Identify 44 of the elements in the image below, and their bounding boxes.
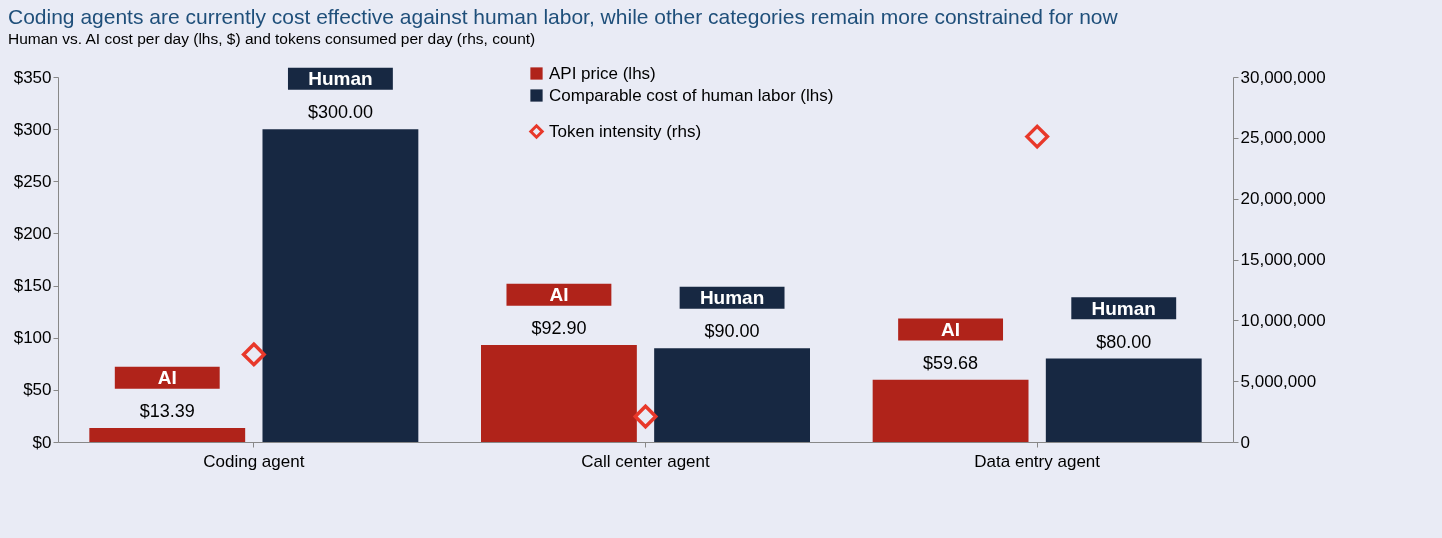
point <box>633 404 658 429</box>
data-label: $300.00 <box>307 102 373 123</box>
x-tick-label: Coding agent <box>203 451 305 471</box>
annotation: AI <box>157 367 177 389</box>
annotation: Human <box>1091 297 1156 319</box>
bar <box>262 129 419 442</box>
y2-tick-label: 10,000,000 <box>1240 310 1326 330</box>
bar <box>481 345 637 442</box>
y-tick-label: $200 <box>13 223 52 243</box>
point <box>1025 124 1050 149</box>
y-tick-label: $300 <box>13 119 52 139</box>
annotation: AI <box>549 284 569 306</box>
y-tick-label: $100 <box>13 328 52 348</box>
y2-tick-label: 20,000,000 <box>1240 189 1326 209</box>
y-tick-label: $0 <box>32 432 52 452</box>
y2-tick-label: 25,000,000 <box>1240 128 1326 148</box>
chart-subtitle: Human vs. AI cost per day (lhs, $) and tokens consumed per day (rhs, count) <box>8 29 536 47</box>
chart-title: Coding agents are currently cost effective against human labor, while other categories remain more constrained for now <box>8 4 1119 28</box>
y-tick-label: $250 <box>13 171 52 191</box>
annotation: Human <box>699 287 765 309</box>
bar <box>89 428 246 442</box>
bar <box>872 379 1029 442</box>
y2-tick-label: 30,000,000 <box>1240 67 1326 87</box>
data-label: $59.68 <box>923 352 979 373</box>
data-label: $80.00 <box>1096 331 1152 352</box>
legend-label: API price (lhs) <box>549 63 656 83</box>
legend-label: Comparable cost of human labor (lhs) <box>549 85 834 105</box>
data-label: $92.90 <box>531 318 587 339</box>
bar <box>654 348 810 442</box>
x-tick-label: Data entry agent <box>974 451 1101 471</box>
y-tick-label: $150 <box>13 276 52 296</box>
y-tick-label: $50 <box>23 380 52 400</box>
x-tick-label: Call center agent <box>581 451 711 471</box>
y-tick-label: $350 <box>13 67 52 87</box>
y2-tick-label: 0 <box>1240 432 1250 452</box>
point <box>241 342 266 367</box>
annotation: Human <box>308 68 373 90</box>
data-label: $90.00 <box>704 321 760 342</box>
bar <box>1045 358 1202 442</box>
data-label: $13.39 <box>139 401 195 422</box>
annotation: AI <box>941 318 961 340</box>
legend-label: Token intensity (rhs) <box>549 121 702 141</box>
y2-tick-label: 15,000,000 <box>1240 250 1326 269</box>
y2-tick-label: 5,000,000 <box>1240 371 1317 391</box>
